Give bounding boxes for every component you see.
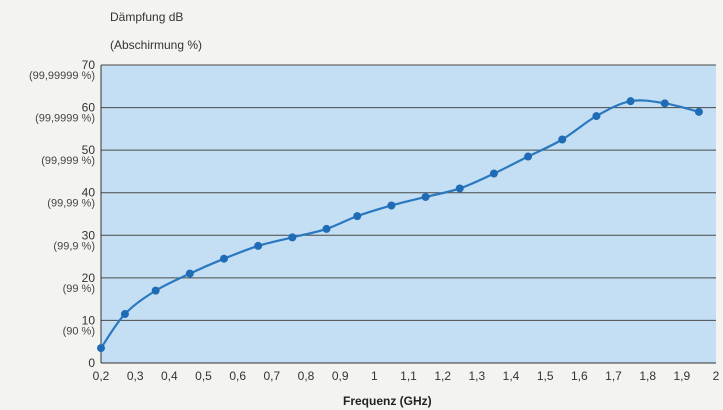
y-secondary-label: (99,99999 %)	[29, 70, 95, 82]
data-point	[592, 112, 601, 121]
y-tick-label: 10	[82, 313, 96, 327]
y-secondary-label: (90 %)	[63, 325, 95, 337]
y-secondary-label: (99,9999 %)	[35, 113, 95, 125]
y-secondary-label: (99,999 %)	[41, 155, 95, 167]
x-tick-label: 1,1	[400, 369, 417, 383]
x-tick-label: 1,7	[605, 369, 622, 383]
x-tick-label: 1,9	[673, 369, 690, 383]
x-tick-label: 2	[713, 369, 720, 383]
data-point	[626, 97, 635, 106]
x-tick-label: 0,2	[93, 369, 110, 383]
data-point	[151, 286, 160, 295]
data-point	[694, 107, 703, 116]
y-secondary-label: (99,9 %)	[53, 240, 95, 252]
data-point	[660, 99, 669, 108]
plot-area	[101, 65, 716, 363]
data-point	[185, 269, 194, 278]
x-tick-label: 1,2	[434, 369, 451, 383]
y-tick-label: 70	[82, 58, 96, 72]
data-point	[322, 224, 331, 233]
x-tick-label: 1,5	[537, 369, 554, 383]
y-axis-subtitle: (Abschirmung %)	[110, 38, 203, 52]
data-point	[220, 254, 228, 263]
data-point	[120, 310, 129, 319]
data-point	[524, 152, 533, 161]
y-tick-label: 60	[82, 101, 96, 115]
y-tick-label: 0	[88, 356, 95, 370]
data-point	[288, 233, 297, 242]
y-axis-title: Dämpfung dB	[110, 10, 184, 24]
x-tick-label: 0,3	[127, 369, 144, 383]
x-tick-label: 0,7	[263, 369, 280, 383]
x-tick-label: 1,6	[571, 369, 588, 383]
y-tick-label: 40	[82, 186, 96, 200]
data-point	[558, 135, 567, 144]
x-axis-title: Frequenz (GHz)	[343, 394, 432, 408]
x-tick-label: 0,9	[332, 369, 349, 383]
data-point	[387, 201, 396, 210]
data-point	[353, 212, 362, 221]
data-point	[489, 169, 498, 178]
y-secondary-label: (99 %)	[63, 283, 95, 295]
x-tick-label: 0,8	[298, 369, 315, 383]
x-tick-label: 1,3	[468, 369, 485, 383]
x-tick-label: 1	[371, 369, 378, 383]
y-secondary-label: (99,99 %)	[47, 198, 95, 210]
data-point	[421, 192, 430, 201]
x-tick-label: 0,5	[195, 369, 212, 383]
data-point	[97, 344, 105, 353]
x-tick-label: 1,8	[639, 369, 656, 383]
y-tick-label: 20	[82, 271, 96, 285]
y-tick-label: 50	[82, 143, 96, 157]
x-tick-label: 1,4	[503, 369, 520, 383]
data-point	[455, 184, 464, 193]
y-tick-label: 30	[82, 228, 96, 242]
x-tick-label: 0,4	[161, 369, 178, 383]
x-tick-label: 0,6	[229, 369, 246, 383]
data-point	[254, 241, 263, 250]
